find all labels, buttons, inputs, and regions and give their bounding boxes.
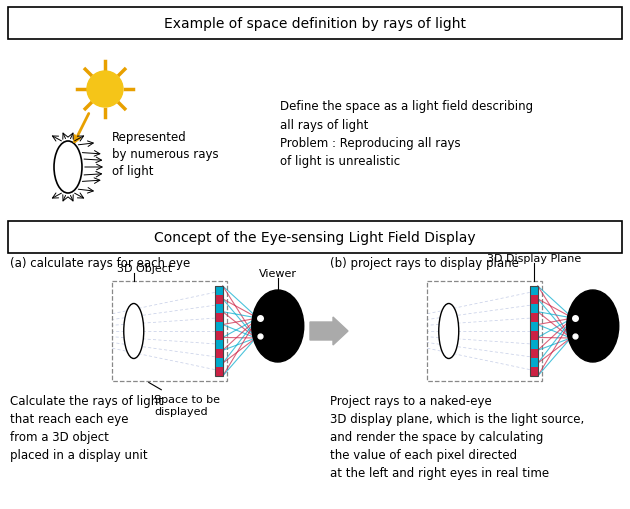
Text: Calculate the rays of light
that reach each eye
from a 3D object
placed in a dis: Calculate the rays of light that reach e… bbox=[10, 394, 163, 461]
Bar bbox=[215, 341, 223, 349]
Ellipse shape bbox=[567, 291, 619, 362]
Ellipse shape bbox=[54, 142, 82, 193]
Ellipse shape bbox=[252, 291, 304, 362]
Bar bbox=[215, 367, 223, 376]
Bar bbox=[530, 367, 538, 376]
Ellipse shape bbox=[438, 304, 459, 359]
Circle shape bbox=[87, 72, 123, 108]
Bar bbox=[215, 322, 223, 331]
Text: Space to be
displayed: Space to be displayed bbox=[149, 383, 220, 416]
Bar bbox=[427, 281, 542, 381]
Bar bbox=[112, 281, 227, 381]
Text: Define the space as a light field describing
all rays of light
Problem : Reprodu: Define the space as a light field descri… bbox=[280, 100, 533, 168]
Bar bbox=[530, 287, 538, 295]
Bar bbox=[215, 349, 223, 358]
Bar bbox=[215, 314, 223, 322]
Bar bbox=[530, 358, 538, 367]
Text: 3D Display Plane: 3D Display Plane bbox=[486, 253, 581, 264]
Bar bbox=[530, 341, 538, 349]
Bar bbox=[215, 331, 223, 341]
Bar bbox=[530, 349, 538, 358]
Bar bbox=[530, 287, 538, 376]
Text: Represented
by numerous rays
of light: Represented by numerous rays of light bbox=[112, 131, 219, 178]
Bar bbox=[8, 8, 622, 40]
Text: 3D Object: 3D Object bbox=[117, 264, 172, 273]
Bar bbox=[215, 304, 223, 314]
Bar bbox=[215, 358, 223, 367]
Bar bbox=[530, 314, 538, 322]
Bar bbox=[8, 221, 622, 253]
Bar bbox=[530, 322, 538, 331]
Bar bbox=[530, 295, 538, 304]
Text: Viewer: Viewer bbox=[259, 268, 297, 278]
Bar bbox=[215, 287, 223, 295]
Bar bbox=[530, 304, 538, 314]
Text: Example of space definition by rays of light: Example of space definition by rays of l… bbox=[164, 17, 466, 31]
Text: Concept of the Eye-sensing Light Field Display: Concept of the Eye-sensing Light Field D… bbox=[154, 231, 476, 244]
Text: (b) project rays to display plane: (b) project rays to display plane bbox=[330, 257, 519, 270]
Bar bbox=[215, 287, 223, 376]
Bar bbox=[215, 295, 223, 304]
FancyArrow shape bbox=[310, 318, 348, 345]
Bar bbox=[530, 331, 538, 341]
Text: Project rays to a naked-eye
3D display plane, which is the light source,
and ren: Project rays to a naked-eye 3D display p… bbox=[330, 394, 584, 479]
Ellipse shape bbox=[123, 304, 144, 359]
Text: (a) calculate rays for each eye: (a) calculate rays for each eye bbox=[10, 257, 190, 270]
